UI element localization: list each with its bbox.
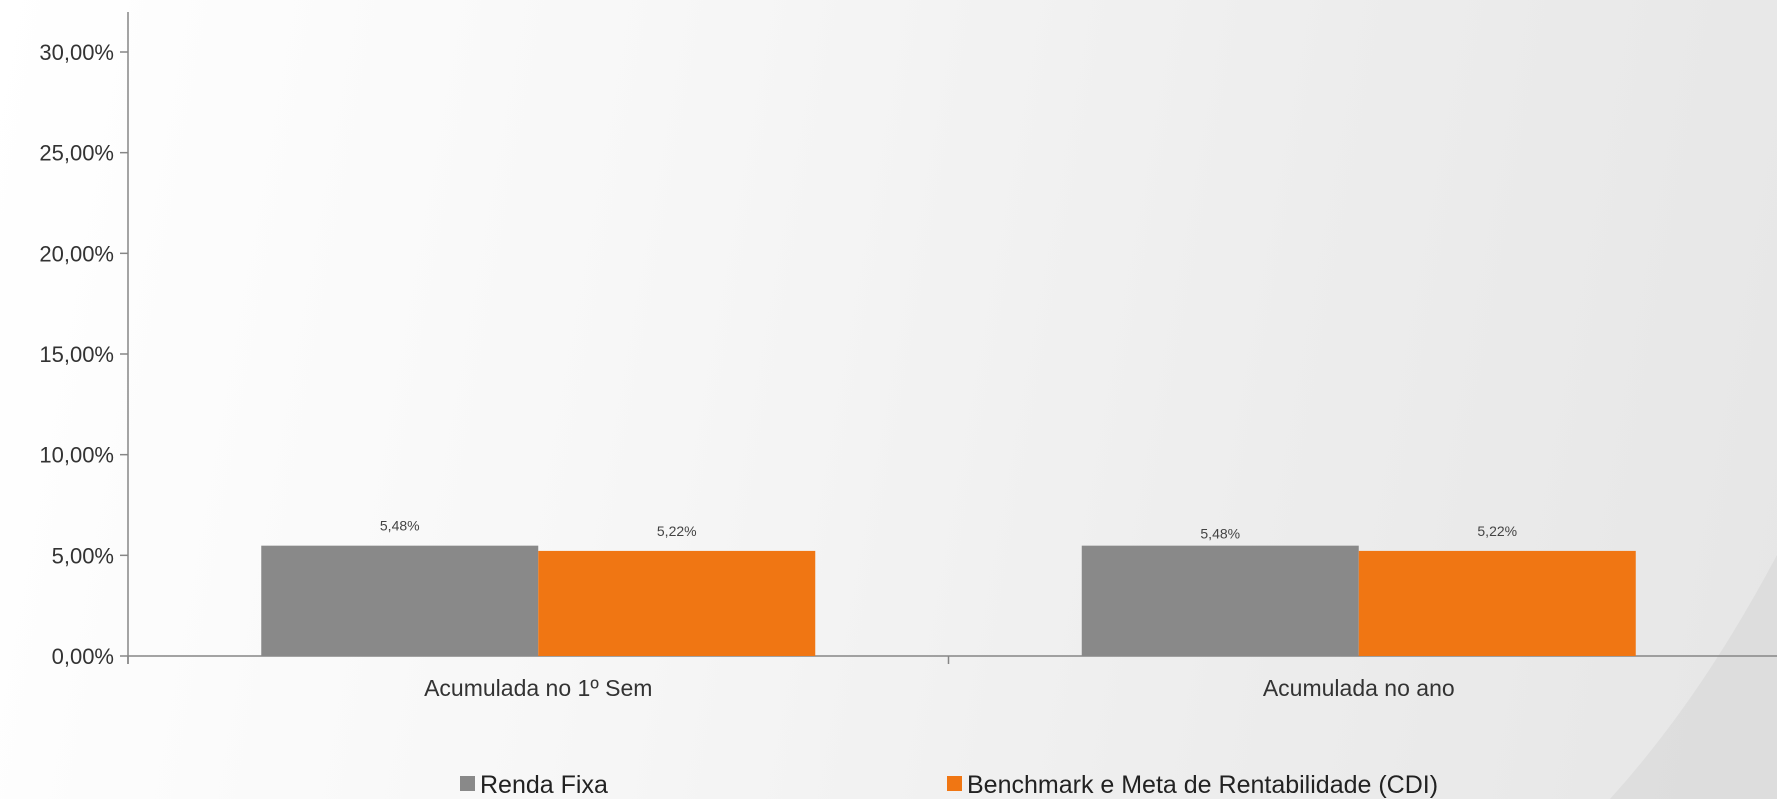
y-tick-label: 30,00% xyxy=(39,40,114,65)
legend-label: Benchmark e Meta de Rentabilidade (CDI) xyxy=(967,771,1438,799)
x-category-label: Acumulada no 1º Sem xyxy=(424,675,652,701)
y-tick-label: 20,00% xyxy=(39,241,114,266)
data-label: 5,48% xyxy=(380,518,420,534)
y-tick-label: 0,00% xyxy=(52,644,114,669)
y-tick-label: 5,00% xyxy=(52,543,114,568)
bar xyxy=(538,550,816,656)
data-label: 5,48% xyxy=(1200,526,1240,542)
data-label: 5,22% xyxy=(1477,523,1517,539)
background-swoosh xyxy=(1610,555,1777,799)
legend-swatch xyxy=(460,776,475,791)
y-tick-label: 15,00% xyxy=(39,342,114,367)
y-tick-label: 25,00% xyxy=(39,141,114,166)
x-category-label: Acumulada no ano xyxy=(1263,675,1455,701)
bar xyxy=(1358,550,1636,656)
bar xyxy=(261,545,539,656)
bar xyxy=(1081,545,1359,656)
legend-swatch xyxy=(947,776,962,791)
legend: Renda Fixa Benchmark e Meta de Rentabilid… xyxy=(460,771,1438,799)
data-label: 5,22% xyxy=(657,523,697,539)
y-tick-label: 10,00% xyxy=(39,443,114,468)
plot-area: 0,00% 5,00% 10,00% 15,00% 20,00% 25,00% 30,00%… xyxy=(39,12,1777,701)
legend-label: Renda Fixa xyxy=(480,771,608,799)
